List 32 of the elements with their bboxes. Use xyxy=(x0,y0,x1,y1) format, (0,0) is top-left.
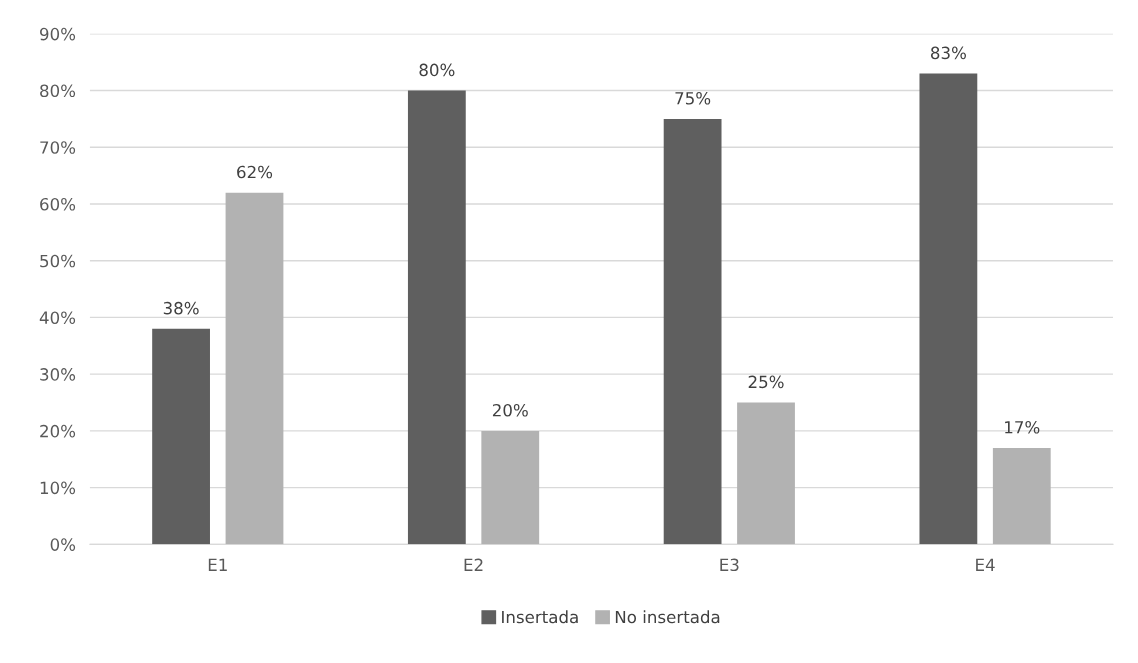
data-label: 25% xyxy=(748,375,784,389)
y-tick-label: 0% xyxy=(50,538,76,551)
bar xyxy=(407,90,466,545)
y-tick-label: 80% xyxy=(40,84,76,98)
data-label: 20% xyxy=(492,403,528,417)
bar xyxy=(152,328,210,545)
y-tick-label: 50% xyxy=(40,254,76,268)
y-tick-label: 30% xyxy=(40,368,76,381)
legend-label: Insertada xyxy=(502,610,578,624)
x-tick-label: E2 xyxy=(464,558,483,571)
bar xyxy=(481,430,540,545)
bar xyxy=(225,192,284,545)
data-label: 17% xyxy=(1005,420,1040,434)
y-tick-label: 70% xyxy=(40,141,76,154)
bar xyxy=(663,118,722,545)
x-tick-label: E4 xyxy=(976,558,995,571)
x-tick-label: E1 xyxy=(208,558,227,571)
bar xyxy=(992,447,1051,545)
y-tick-label: 20% xyxy=(40,424,76,438)
data-label: 62% xyxy=(237,165,273,179)
legend-label: No insertada xyxy=(615,610,720,624)
bar xyxy=(737,402,795,545)
y-tick-label: 10% xyxy=(40,481,76,495)
y-tick-label: 40% xyxy=(39,311,76,324)
y-tick-label: 90% xyxy=(40,27,76,41)
data-label: 83% xyxy=(930,46,966,60)
y-tick-label: 60% xyxy=(40,197,76,211)
data-label: 80% xyxy=(419,63,455,77)
data-label: 75% xyxy=(675,91,711,105)
data-label: 38% xyxy=(163,301,199,315)
bar xyxy=(919,73,978,545)
x-tick-label: E3 xyxy=(720,558,739,572)
